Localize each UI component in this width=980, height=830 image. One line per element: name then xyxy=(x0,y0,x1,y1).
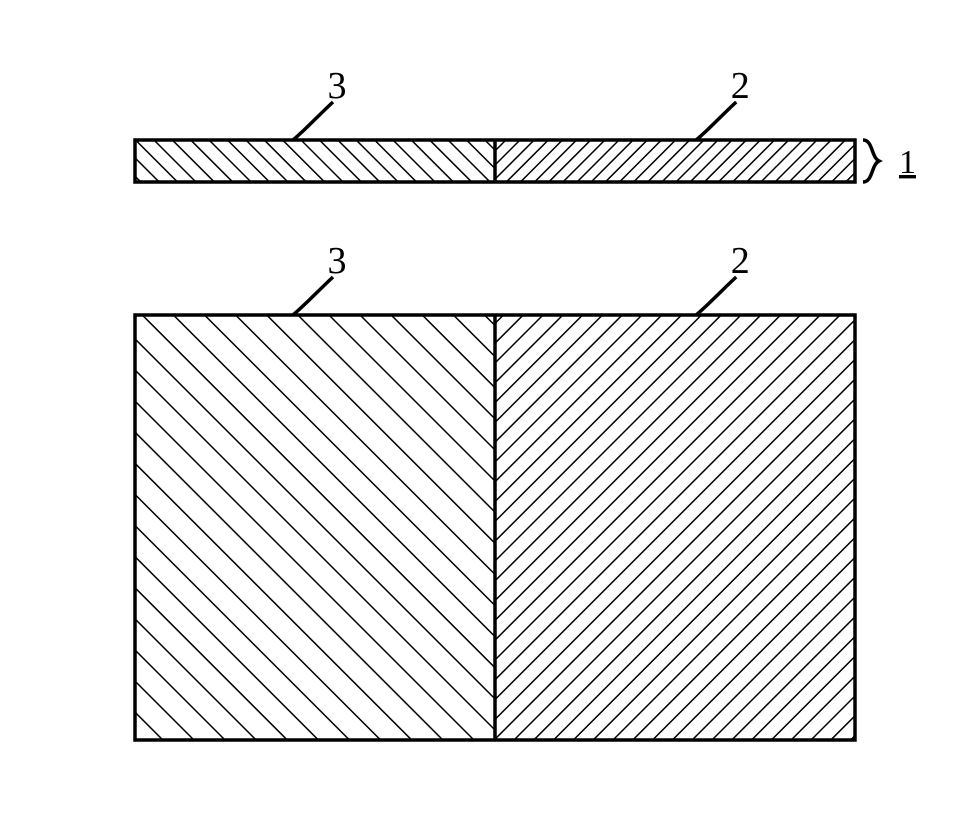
svg-text:1: 1 xyxy=(899,144,916,181)
svg-text:3: 3 xyxy=(328,65,347,107)
diagram-svg: 3 2 1 3 2 xyxy=(40,25,940,805)
svg-text:2: 2 xyxy=(731,65,750,107)
svg-text:3: 3 xyxy=(328,240,347,282)
diagram-container: 3 2 1 3 2 xyxy=(40,25,940,805)
svg-text:2: 2 xyxy=(731,240,750,282)
